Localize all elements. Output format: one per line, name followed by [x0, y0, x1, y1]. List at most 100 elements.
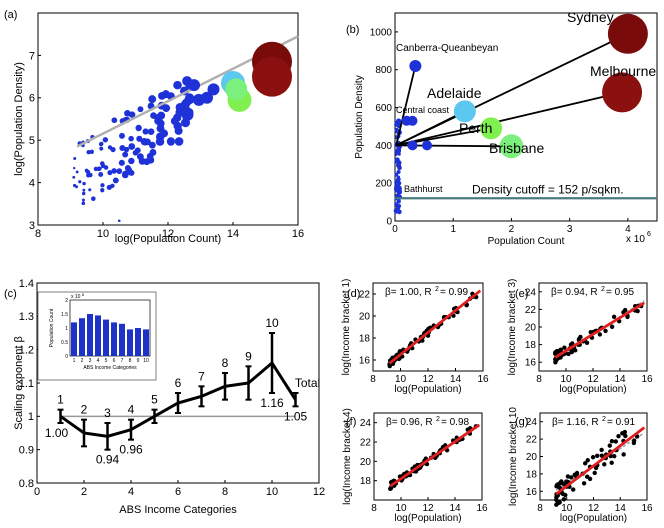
data-point — [407, 140, 418, 151]
inset-tick-label: 8 — [129, 358, 132, 364]
data-point — [584, 340, 590, 345]
city-point — [499, 134, 524, 159]
data-point — [132, 149, 139, 156]
y-tick-label: 1.2 — [19, 345, 34, 357]
inset-tick-label: 5 — [105, 358, 108, 364]
city-label: Brisbane — [489, 140, 544, 156]
inset-tick-label: 4 — [97, 358, 100, 364]
y-tick-label: 24 — [525, 287, 537, 298]
data-point — [72, 183, 77, 188]
city-point — [393, 184, 402, 193]
data-point — [569, 475, 574, 480]
data-point — [111, 168, 117, 174]
data-point — [207, 83, 220, 96]
y-tick-label: 20 — [525, 323, 537, 334]
x-axis-label: log(Population) — [560, 513, 627, 524]
point-label: Total — [295, 376, 320, 390]
axes-frame — [37, 12, 299, 226]
x-tick-label: 1 — [450, 224, 456, 235]
x-tick-label: 16 — [292, 228, 304, 240]
data-point — [124, 164, 131, 171]
inset-tick-label: 10 — [143, 358, 149, 364]
data-point — [584, 474, 590, 479]
value-label: 0.94 — [96, 453, 120, 467]
data-point — [595, 453, 600, 458]
data-point — [166, 137, 175, 146]
y-tick-label: 16 — [359, 356, 371, 367]
y-tick-label: 600 — [375, 103, 392, 114]
data-point — [81, 198, 85, 202]
cutoff-label: Density cutoff = 152 p/sqkm. — [472, 182, 624, 196]
data-point — [252, 56, 292, 97]
data-point — [137, 106, 144, 113]
fit-annotation-sup: 2 — [435, 286, 439, 293]
data-point — [136, 153, 144, 161]
data-point — [192, 93, 205, 106]
y-axis-label: log(Income bracket 3) — [507, 279, 518, 376]
y-tick-label: 20 — [360, 457, 372, 468]
y-tick-label: 0.9 — [19, 445, 34, 457]
data-point — [581, 481, 587, 486]
connector-line — [395, 65, 417, 146]
data-point — [225, 78, 248, 101]
y-tick-label: 3 — [29, 220, 35, 232]
data-point — [585, 458, 590, 463]
x-tick-label: 12 — [422, 374, 434, 385]
inset-y-tick: 2 — [65, 298, 68, 304]
data-point — [599, 447, 604, 453]
fit-annotation: β= 0.94, R — [551, 287, 598, 298]
data-point — [81, 201, 86, 206]
data-point — [570, 487, 576, 492]
x-tick-label: 0 — [34, 486, 40, 498]
data-point — [396, 205, 401, 211]
x-tick-label: 10 — [266, 486, 278, 498]
y-tick-label: 22 — [526, 435, 538, 446]
data-point — [565, 474, 571, 479]
data-point — [612, 453, 617, 459]
axes-frame — [394, 12, 658, 222]
fit-line — [389, 423, 481, 488]
x-tick-label: 2 — [81, 486, 87, 498]
x-axis-label: log(Population) — [394, 384, 461, 395]
inset-tick-label: 9 — [137, 358, 140, 364]
y-axis-label: log(Population Density) — [13, 62, 25, 176]
y-tick-label: 22 — [360, 438, 372, 449]
data-point — [613, 439, 619, 444]
data-point — [75, 170, 79, 174]
data-point — [142, 128, 149, 135]
data-point — [394, 122, 399, 127]
fit-annotation: β= 1.00, R — [385, 287, 432, 298]
data-point — [158, 91, 166, 100]
fit-line — [388, 289, 482, 365]
data-point — [88, 188, 92, 192]
y-tick-label: 1.1 — [19, 378, 34, 390]
data-point — [78, 180, 82, 184]
inset-bar — [111, 322, 117, 356]
data-point — [148, 95, 157, 104]
x-axis-label: Population Count — [488, 236, 565, 247]
data-point — [602, 462, 607, 467]
panel-label: (d) — [347, 288, 360, 300]
data-point — [127, 169, 134, 176]
y-tick-label: 22 — [359, 290, 371, 301]
x-tick-label: 10 — [561, 503, 573, 514]
fit-annotation: β= 0.96, R — [386, 417, 433, 428]
y-tick-label: 1.4 — [19, 278, 34, 290]
data-point — [117, 219, 121, 223]
data-point — [396, 118, 402, 124]
data-point — [156, 119, 165, 128]
x-tick-label: 10 — [395, 503, 407, 514]
data-point — [119, 132, 125, 139]
value-label: 1.16 — [260, 396, 284, 410]
data-point — [150, 112, 157, 119]
panel-label: (g) — [515, 416, 528, 428]
data-point — [86, 150, 91, 155]
city-label: Canberra-Queanbeyan — [396, 43, 498, 54]
fit-annotation-tail: = 0.95 — [606, 287, 635, 298]
data-point — [622, 429, 628, 435]
data-point — [553, 360, 558, 365]
x-tick-label: 12 — [313, 486, 325, 498]
data-point — [155, 132, 165, 141]
data-point — [631, 438, 637, 443]
x-tick-label: 8 — [35, 228, 41, 240]
